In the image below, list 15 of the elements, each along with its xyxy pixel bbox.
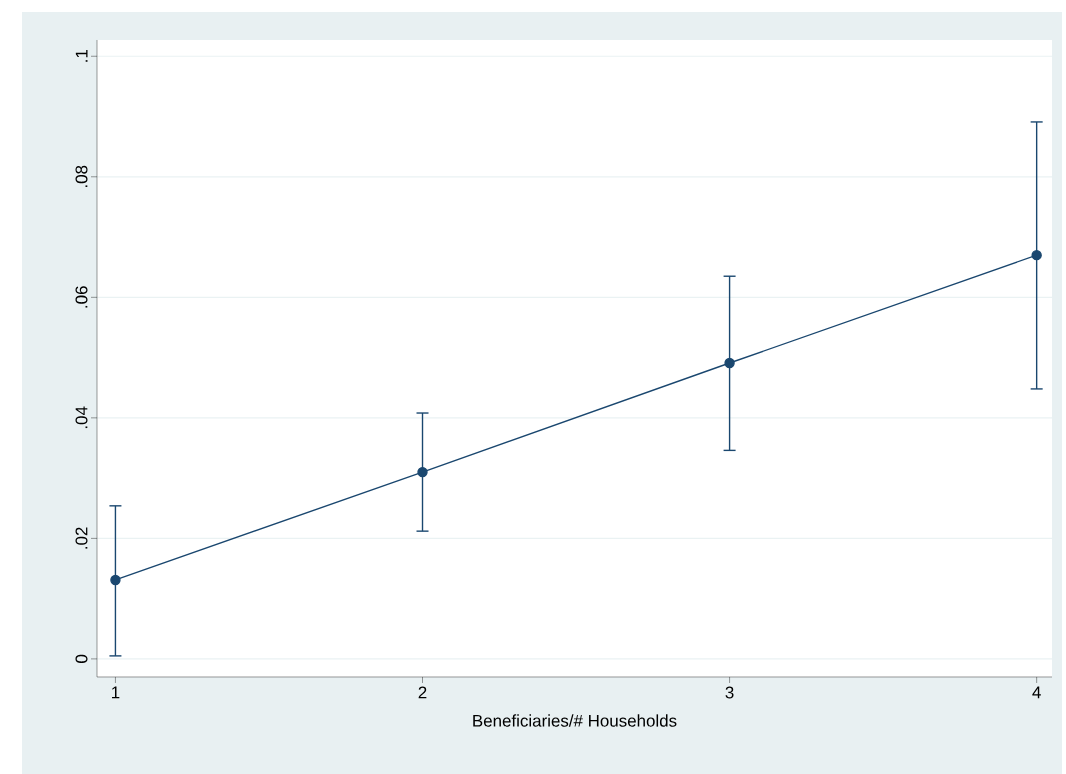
point — [724, 357, 735, 369]
y-tick-label: .06 — [75, 286, 88, 308]
y-tick-label: .02 — [75, 527, 88, 549]
point — [417, 466, 428, 478]
point — [1031, 249, 1042, 261]
y-tick-label: 0 — [75, 654, 88, 663]
x-axis-title: Beneficiaries/# Households — [473, 714, 677, 727]
point — [110, 574, 121, 586]
x-tick-label: 2 — [418, 686, 427, 699]
x-tick-label: 3 — [725, 686, 734, 699]
x-tick-label: 4 — [1032, 686, 1041, 699]
x-tick-label: 1 — [112, 686, 120, 699]
y-tick-label: .04 — [75, 406, 88, 429]
y-tick-label: .08 — [75, 165, 88, 188]
y-tick-label: .1 — [75, 50, 88, 62]
